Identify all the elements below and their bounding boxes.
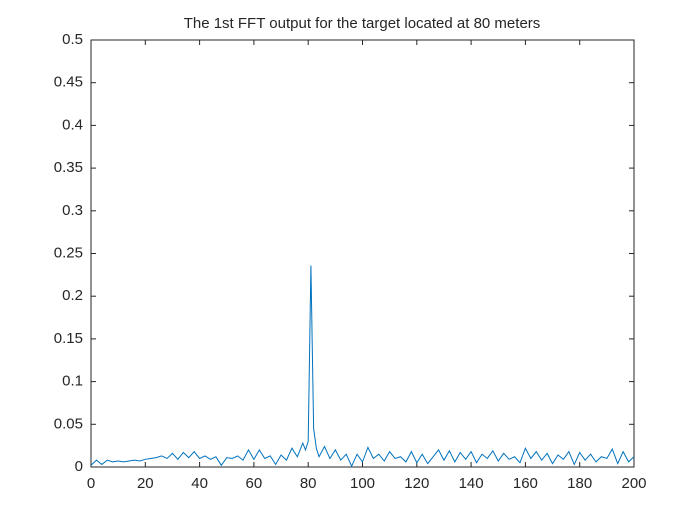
data-line — [90, 265, 635, 468]
x-tick-label: 60 — [246, 475, 263, 492]
y-tick-label: 0 — [75, 458, 83, 475]
y-tick-label: 0.5 — [62, 31, 83, 48]
x-tick-label: 40 — [191, 475, 208, 492]
x-tick-label: 160 — [513, 475, 538, 492]
x-tick-label: 0 — [87, 475, 95, 492]
x-tick-label: 200 — [621, 475, 646, 492]
x-tick-label: 120 — [404, 475, 429, 492]
y-tick-label: 0.45 — [54, 74, 83, 91]
y-tick-label: 0.3 — [62, 202, 83, 219]
y-tick-label: 0.1 — [62, 373, 83, 390]
x-tick-label: 180 — [567, 475, 592, 492]
y-tick-label: 0.15 — [54, 330, 83, 347]
x-tick-label: 140 — [459, 475, 484, 492]
x-tick-label: 100 — [350, 475, 375, 492]
y-tick-label: 0.05 — [54, 415, 83, 432]
y-tick-label: 0.2 — [62, 287, 83, 304]
y-tick-label: 0.4 — [62, 116, 83, 133]
chart-title: The 1st FFT output for the target locate… — [184, 15, 541, 32]
y-tick-label: 0.25 — [54, 244, 83, 261]
x-tick-label: 80 — [300, 475, 317, 492]
x-tick-label: 20 — [137, 475, 154, 492]
y-tick-label: 0.35 — [54, 159, 83, 176]
